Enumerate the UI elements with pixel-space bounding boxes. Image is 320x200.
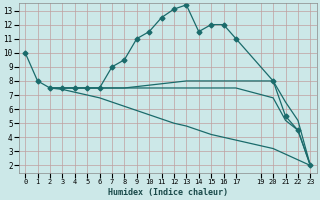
X-axis label: Humidex (Indice chaleur): Humidex (Indice chaleur)	[108, 188, 228, 197]
